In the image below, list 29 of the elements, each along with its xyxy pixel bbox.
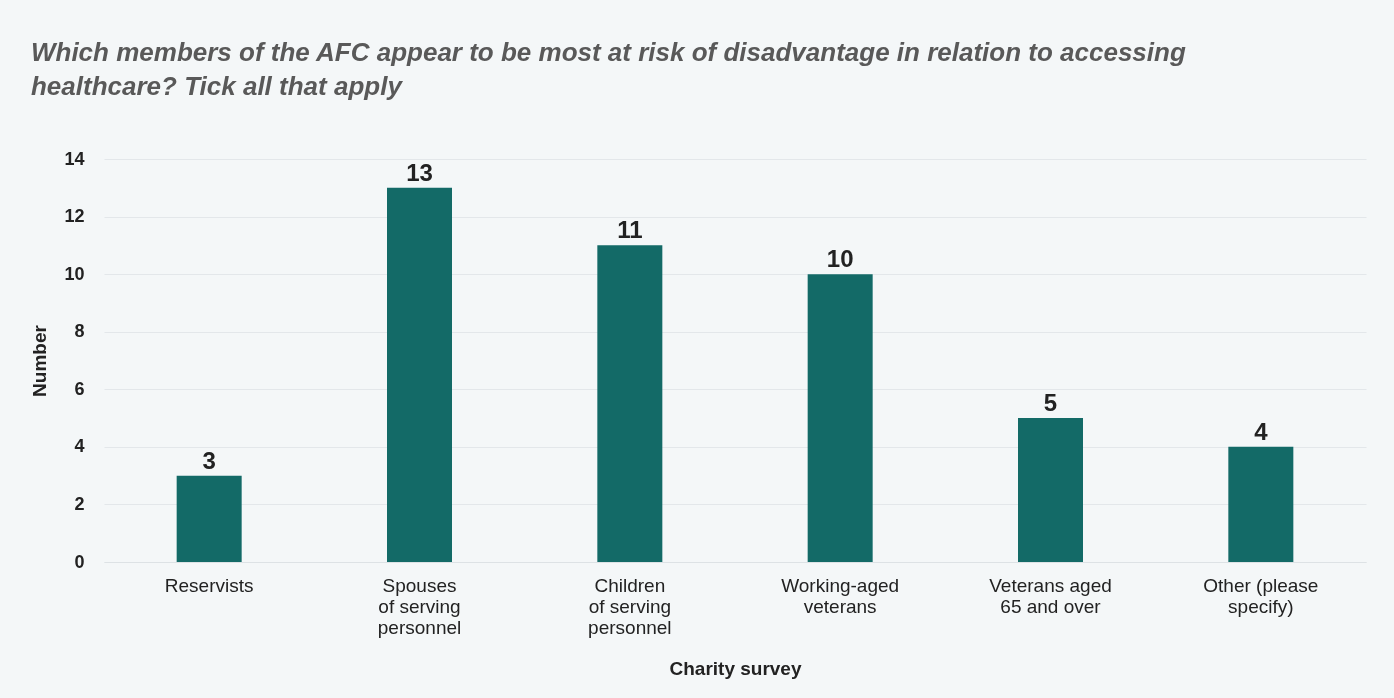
x-tick-label: Children of serving personnel: [588, 574, 672, 638]
x-tick-label: Working-aged veterans: [781, 574, 900, 617]
bar: [807, 274, 873, 562]
y-tick-label: 0: [74, 551, 85, 572]
y-tick-label: 14: [64, 148, 85, 169]
y-tick-label: 10: [64, 263, 85, 284]
x-tick-label: Spouses of serving personnel: [377, 574, 462, 638]
y-axis-title: Number: [29, 324, 51, 397]
bar: [176, 475, 242, 562]
x-tick-label: Other (please specify): [1203, 574, 1319, 617]
x-tick-label: Reservists: [164, 574, 254, 596]
chart-title: Which members of the AFC appear to be most at risk of disadvantage in relation to accessing healthcare? Tick all that apply: [30, 37, 1186, 101]
y-tick-label: 2: [74, 493, 85, 514]
data-label: 4: [1254, 417, 1269, 445]
x-tick-label: Veterans aged 65 and over: [989, 574, 1112, 617]
bar: [387, 187, 452, 562]
data-label: 11: [617, 216, 643, 244]
bar: [1018, 418, 1083, 562]
data-label: 3: [202, 446, 216, 474]
bar: [597, 245, 663, 562]
bar: [1228, 446, 1294, 562]
data-label: 5: [1043, 389, 1058, 417]
x-axis-title: Charity survey: [669, 657, 802, 679]
data-label: 13: [406, 158, 433, 186]
y-tick-label: 4: [74, 436, 85, 457]
y-tick-label: 8: [74, 321, 85, 342]
data-label: 10: [826, 245, 854, 273]
y-tick-label: 12: [64, 206, 85, 227]
y-tick-label: 6: [74, 378, 85, 399]
